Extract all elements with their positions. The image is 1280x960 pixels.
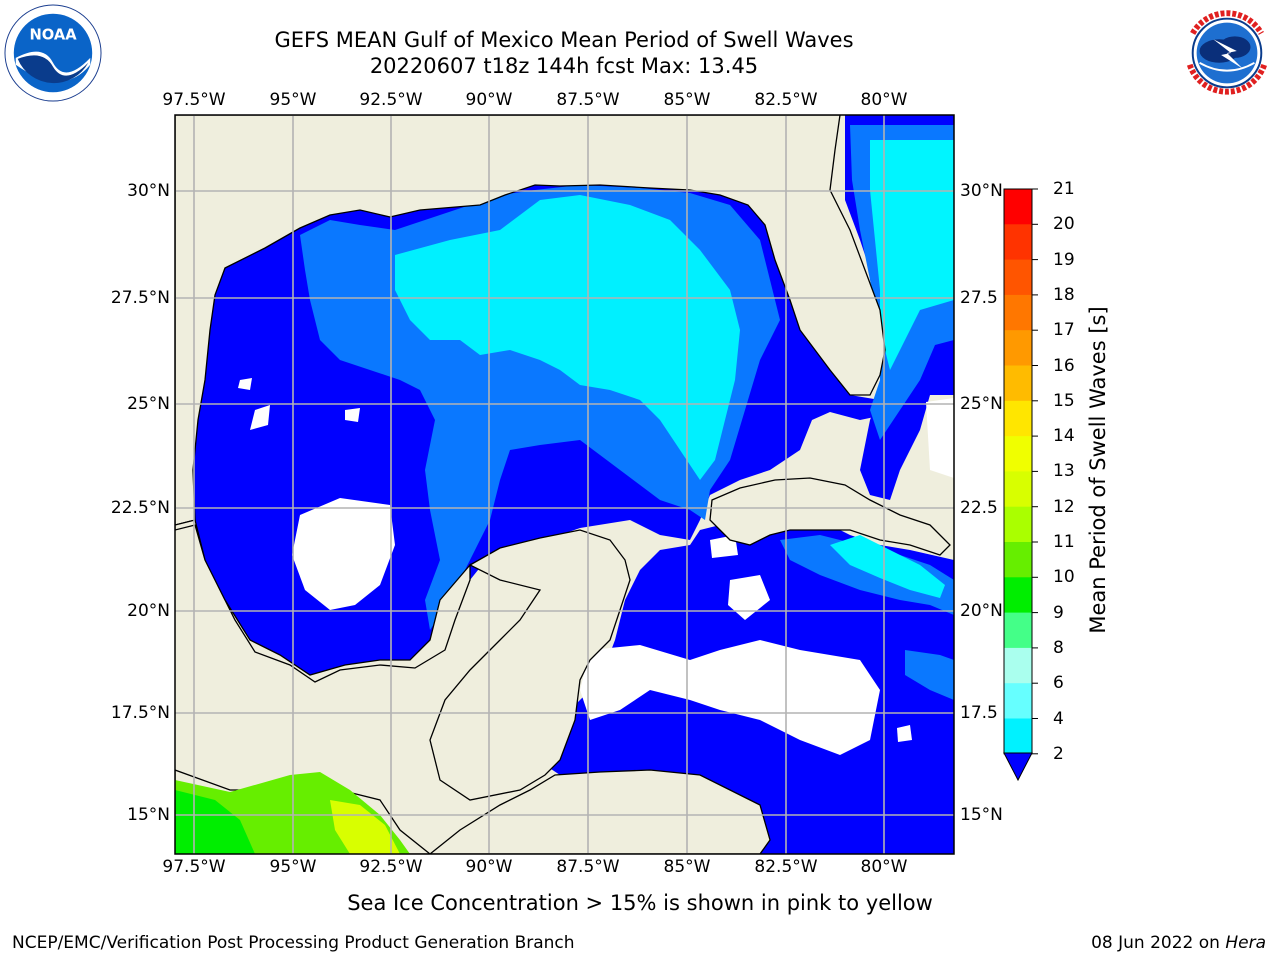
land-area	[175, 115, 954, 854]
no-data-patches	[238, 378, 954, 755]
colorbar-segment	[1004, 436, 1032, 472]
lon-label-bottom: 82.5°W	[754, 857, 818, 877]
colorbar-tick-label: 21	[1053, 179, 1075, 199]
swell-4-6s	[395, 195, 740, 480]
lon-label-top: 82.5°W	[754, 90, 818, 110]
lat-label-right: 27.5	[960, 288, 998, 308]
swell-2-4s-caribbean	[780, 535, 954, 615]
lon-label-top: 95°W	[269, 90, 317, 110]
central-america-land	[175, 769, 432, 854]
colorbar-tick-label: 14	[1053, 426, 1075, 447]
colorbar-segment	[1004, 718, 1032, 755]
atlantic-water	[845, 115, 954, 500]
lat-label-right: 15°N	[960, 805, 1003, 825]
lat-label-left: 25°N	[127, 394, 170, 414]
colorbar-segment	[1004, 542, 1032, 578]
lat-label-left: 27.5°N	[110, 288, 170, 308]
lat-label-left: 30°N	[127, 181, 170, 201]
map-title: GEFS MEAN Gulf of Mexico Mean Period of …	[274, 28, 854, 52]
colorbar-tick-label: 18	[1053, 284, 1075, 305]
swell-2-4s-atlantic	[850, 125, 954, 440]
lon-label-bottom: 97.5°W	[162, 857, 226, 877]
lat-label-right: 22.5	[960, 498, 998, 518]
lon-label-bottom: 80°W	[860, 857, 908, 877]
lon-label-bottom: 95°W	[269, 857, 317, 877]
colorbar-tick-label: 2	[1053, 743, 1064, 764]
lon-label-top: 87.5°W	[556, 90, 620, 110]
lat-label-right: 20°N	[960, 601, 1003, 621]
swell-4-6s-atlantic	[870, 140, 954, 370]
swell-2-4s	[300, 185, 780, 630]
lon-label-top: 90°W	[465, 90, 513, 110]
noaa-logo: NOAA	[4, 4, 102, 102]
colorbar-segment	[1004, 330, 1032, 366]
cuba-land	[709, 477, 951, 556]
swell-2-4s-se	[905, 650, 954, 700]
colorbar-tick-label: 15	[1053, 390, 1075, 411]
colorbar-tick-label: 12	[1053, 496, 1075, 517]
nws-logo	[1178, 4, 1276, 102]
lat-label-right: 17.5	[960, 703, 998, 723]
lat-label-left: 17.5°N	[110, 703, 170, 723]
gulf-water	[193, 185, 884, 682]
us-gulf-coast	[175, 115, 886, 526]
lat-label-left: 22.5°N	[110, 498, 170, 518]
honduras-land	[428, 769, 771, 854]
colorbar-tick-label: 13	[1053, 461, 1075, 482]
pacific-swell-bright	[175, 790, 255, 854]
colorbar-frame	[1003, 188, 1033, 755]
caribbean-water	[545, 512, 954, 854]
lat-label-left: 15°N	[127, 805, 170, 825]
footer-date-text: 08 Jun 2022 on	[1091, 933, 1226, 953]
map-subtitle: 20220607 t18z 144h fcst Max: 13.45	[369, 54, 759, 78]
lon-label-bottom: 92.5°W	[359, 857, 423, 877]
colorbar-label: Mean Period of Swell Waves [s]	[1086, 306, 1110, 634]
footer-date: 08 Jun 2022 on Hera	[1091, 933, 1266, 953]
lon-label-top: 92.5°W	[359, 90, 423, 110]
lon-label-top: 85°W	[663, 90, 711, 110]
colorbar	[1003, 188, 1038, 755]
swell-4-6s-caribbean	[830, 535, 945, 598]
colorbar-tick-label: 8	[1053, 637, 1064, 658]
sea-ice-note: Sea Ice Concentration > 15% is shown in …	[0, 891, 1280, 915]
colorbar-tick-label: 20	[1053, 214, 1075, 235]
colorbar-tick-label: 19	[1053, 249, 1075, 270]
colorbar-tick-label: 17	[1053, 320, 1075, 341]
colorbar-tick-label: 10	[1053, 567, 1075, 588]
lon-label-bottom: 87.5°W	[556, 857, 620, 877]
pacific-swell-yellow	[330, 800, 400, 854]
lat-label-left: 20°N	[127, 601, 170, 621]
colorbar-extend-arrow	[1003, 752, 1033, 782]
lon-label-top: 97.5°W	[162, 90, 226, 110]
lat-label-right: 25°N	[960, 394, 1003, 414]
colorbar-segment	[1004, 224, 1032, 261]
footer-credit: NCEP/EMC/Verification Post Processing Pr…	[12, 933, 575, 953]
sea-ice-note-text: Sea Ice Concentration > 15% is shown in …	[347, 891, 933, 915]
lon-label-top: 80°W	[860, 90, 908, 110]
colorbar-tick-label: 6	[1053, 673, 1064, 694]
colorbar-tick-label: 11	[1053, 532, 1075, 552]
graticule	[175, 115, 954, 854]
yucatan-land	[429, 529, 631, 801]
pacific-swell-green	[175, 772, 410, 854]
colorbar-tick-label: 16	[1053, 355, 1075, 376]
mexico-west-coast	[175, 519, 471, 683]
colorbar-tick-label: 4	[1053, 708, 1064, 729]
map-frame	[174, 114, 955, 855]
colorbar-segment	[1004, 647, 1032, 684]
lon-label-bottom: 90°W	[465, 857, 513, 877]
lon-label-bottom: 85°W	[663, 857, 711, 877]
footer-machine: Hera	[1225, 933, 1266, 953]
svg-text:NOAA: NOAA	[29, 26, 77, 43]
lat-label-right: 30°N	[960, 181, 1003, 201]
colorbar-tick-label: 9	[1053, 602, 1064, 623]
